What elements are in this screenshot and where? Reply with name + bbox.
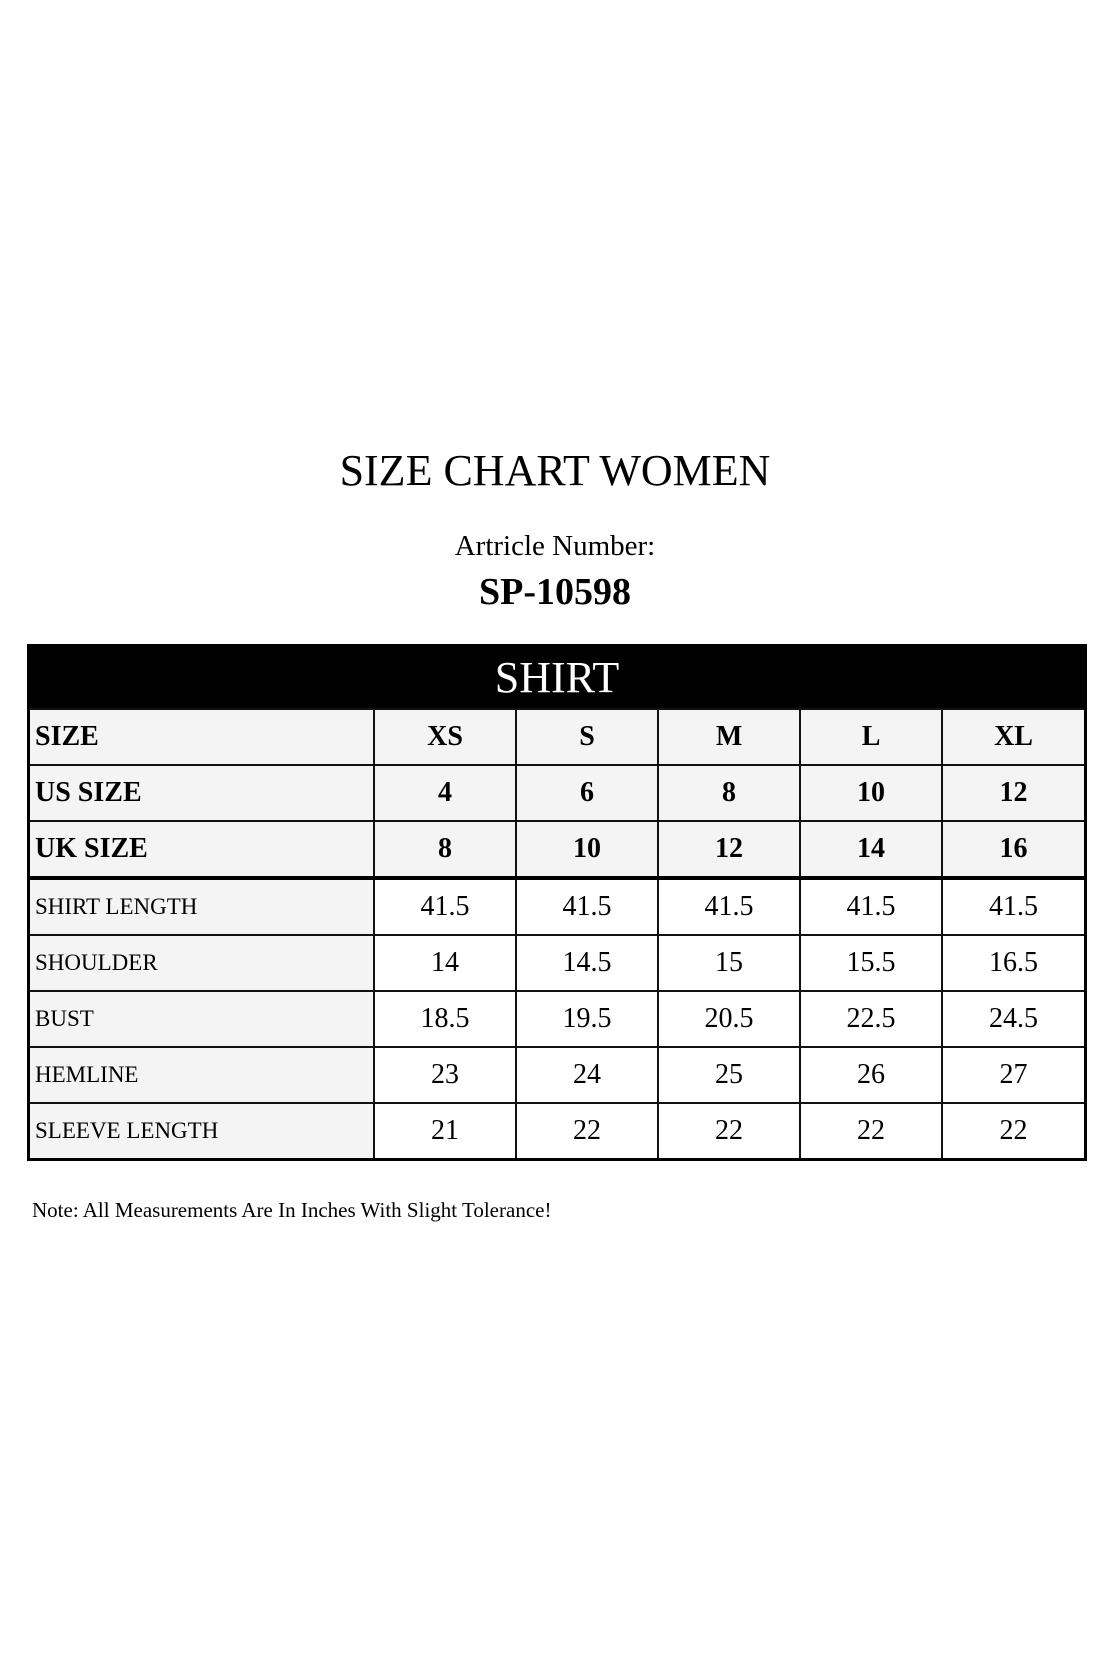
row-label: BUST — [27, 990, 375, 1048]
cell: 10 — [799, 764, 944, 822]
cell: 22 — [515, 1102, 660, 1161]
cell: 22 — [799, 1102, 944, 1161]
article-number-label: Artricle Number: — [454, 530, 656, 562]
cell: 24 — [515, 1046, 660, 1104]
cell: 12 — [941, 764, 1087, 822]
cell: 16.5 — [941, 934, 1087, 992]
table-row: SHOULDER 14 14.5 15 15.5 16.5 — [27, 934, 1087, 992]
row-label: SHOULDER — [27, 934, 375, 992]
cell: 22.5 — [799, 990, 944, 1048]
cell: L — [799, 708, 944, 766]
row-label: UK SIZE — [27, 820, 375, 880]
cell: 19.5 — [515, 990, 660, 1048]
row-label: HEMLINE — [27, 1046, 375, 1104]
cell: 22 — [657, 1102, 802, 1161]
cell: 14 — [372, 934, 518, 992]
cell: 12 — [657, 820, 802, 880]
cell: 27 — [941, 1046, 1087, 1104]
table-row: SLEEVE LENGTH 21 22 22 22 22 — [27, 1102, 1087, 1161]
cell: 25 — [657, 1046, 802, 1104]
table-row: SHIRT LENGTH 41.5 41.5 41.5 41.5 41.5 — [27, 877, 1087, 936]
cell: 10 — [515, 820, 660, 880]
page-title: SIZE CHART WOMEN — [339, 446, 771, 495]
cell: 20.5 — [657, 990, 802, 1048]
cell: 21 — [372, 1102, 518, 1161]
cell: 4 — [372, 764, 518, 822]
cell: M — [657, 708, 802, 766]
cell: 23 — [372, 1046, 518, 1104]
cell: 14 — [799, 820, 944, 880]
cell: 15.5 — [799, 934, 944, 992]
cell: 41.5 — [941, 877, 1087, 936]
cell: 14.5 — [515, 934, 660, 992]
size-chart-table: SHIRT SIZE XS S M L XL US SIZE 4 6 8 10 12 UK SIZE 8 1… — [27, 644, 1087, 1161]
article-number: SP-10598 — [479, 571, 631, 613]
cell: 8 — [657, 764, 802, 822]
cell: S — [515, 708, 660, 766]
cell: 41.5 — [372, 877, 518, 936]
table-row: SIZE XS S M L XL — [27, 708, 1087, 766]
section-header: SHIRT — [28, 645, 1086, 709]
table-row: US SIZE 4 6 8 10 12 — [27, 764, 1087, 822]
cell: 26 — [799, 1046, 944, 1104]
row-label: US SIZE — [27, 764, 375, 822]
cell: XL — [941, 708, 1087, 766]
row-label: SLEEVE LENGTH — [27, 1102, 375, 1161]
cell: 15 — [657, 934, 802, 992]
row-label: SIZE — [27, 708, 375, 766]
cell: 41.5 — [657, 877, 802, 936]
cell: 24.5 — [941, 990, 1087, 1048]
table-row: BUST 18.5 19.5 20.5 22.5 24.5 — [27, 990, 1087, 1048]
table-row: UK SIZE 8 10 12 14 16 — [27, 820, 1087, 880]
cell: XS — [372, 708, 518, 766]
cell: 16 — [941, 820, 1087, 880]
cell: 6 — [515, 764, 660, 822]
note: Note: All Measurements Are In Inches Wit… — [32, 1198, 552, 1222]
cell: 22 — [941, 1102, 1087, 1161]
cell: 18.5 — [372, 990, 518, 1048]
cell: 41.5 — [515, 877, 660, 936]
table-row: HEMLINE 23 24 25 26 27 — [27, 1046, 1087, 1104]
cell: 8 — [372, 820, 518, 880]
cell: 41.5 — [799, 877, 944, 936]
row-label: SHIRT LENGTH — [27, 877, 375, 936]
